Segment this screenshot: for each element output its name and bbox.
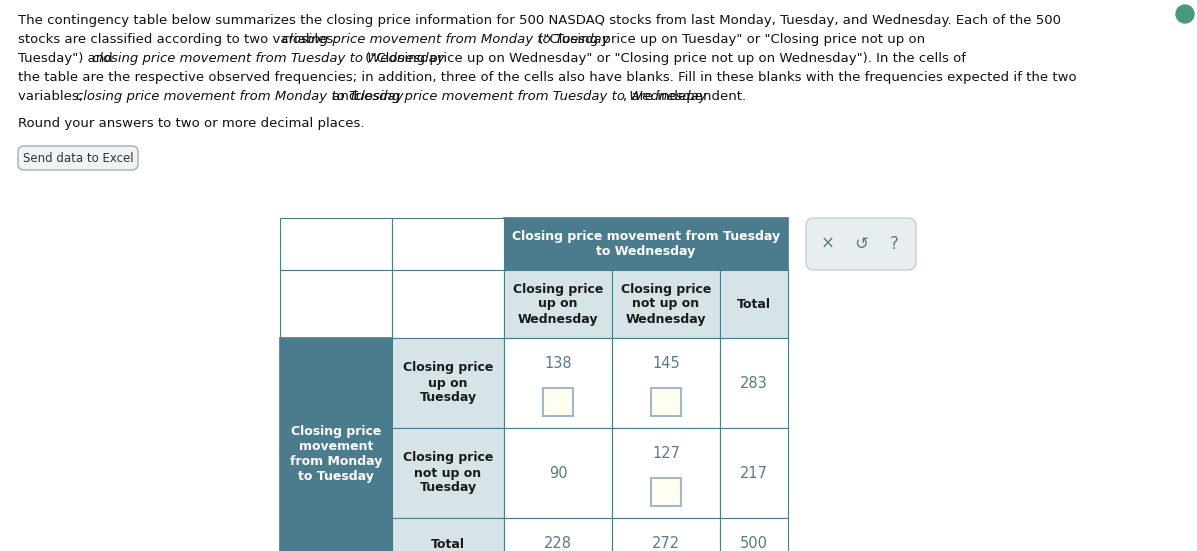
Bar — [504, 270, 612, 338]
Text: Closing price movement from Tuesday
to Wednesday: Closing price movement from Tuesday to W… — [512, 230, 780, 258]
FancyBboxPatch shape — [806, 218, 916, 270]
Circle shape — [1175, 5, 1193, 23]
Bar — [504, 428, 612, 518]
Text: 138: 138 — [545, 356, 572, 371]
Text: Send data to Excel: Send data to Excel — [23, 152, 133, 165]
Bar — [504, 218, 788, 270]
Text: 127: 127 — [652, 446, 680, 461]
Bar — [612, 338, 721, 428]
Text: 283: 283 — [740, 375, 767, 391]
Bar — [280, 218, 391, 270]
Text: stocks are classified according to two variables:: stocks are classified according to two v… — [18, 33, 342, 46]
Text: Closing price
up on
Wednesday: Closing price up on Wednesday — [512, 283, 603, 326]
Bar — [651, 387, 681, 415]
Bar — [543, 387, 573, 415]
Text: Closing price
up on
Tuesday: Closing price up on Tuesday — [403, 361, 493, 404]
Bar — [391, 338, 504, 428]
Text: closing price movement from Monday to Tuesday: closing price movement from Monday to Tu… — [282, 33, 609, 46]
Text: ?: ? — [889, 235, 899, 253]
Text: 90: 90 — [548, 466, 567, 480]
FancyBboxPatch shape — [18, 146, 138, 170]
Bar — [721, 338, 788, 428]
Text: closing price movement from Tuesday to Wednesday: closing price movement from Tuesday to W… — [354, 90, 707, 103]
Text: Total: Total — [431, 537, 464, 550]
Text: the table are the respective observed frequencies; in addition, three of the cel: the table are the respective observed fr… — [18, 71, 1076, 84]
Bar — [651, 478, 681, 505]
Text: ("Closing price up on Wednesday" or "Closing price not up on Wednesday"). In the: ("Closing price up on Wednesday" or "Clo… — [360, 52, 966, 65]
Bar — [280, 518, 391, 551]
Bar — [612, 270, 721, 338]
Text: Total: Total — [737, 298, 771, 311]
Text: Closing price
not up on
Wednesday: Closing price not up on Wednesday — [621, 283, 711, 326]
Text: 145: 145 — [652, 356, 680, 371]
Text: 272: 272 — [652, 537, 680, 551]
Bar — [721, 428, 788, 518]
Text: closing price movement from Monday to Tuesday: closing price movement from Monday to Tu… — [77, 90, 403, 103]
Text: The contingency table below summarizes the closing price information for 500 NAS: The contingency table below summarizes t… — [18, 14, 1061, 27]
Text: closing price movement from Tuesday to Wednesday: closing price movement from Tuesday to W… — [92, 52, 444, 65]
Bar — [391, 518, 504, 551]
Text: ("Closing price up on Tuesday" or "Closing price not up on: ("Closing price up on Tuesday" or "Closi… — [534, 33, 925, 46]
Bar — [280, 338, 391, 551]
Text: and: and — [328, 90, 361, 103]
Bar — [391, 428, 504, 518]
Bar — [280, 270, 391, 338]
Text: ↺: ↺ — [855, 235, 868, 253]
Text: Closing price
not up on
Tuesday: Closing price not up on Tuesday — [403, 451, 493, 494]
Bar — [612, 428, 721, 518]
Text: Tuesday") and: Tuesday") and — [18, 52, 117, 65]
Text: ×: × — [821, 235, 836, 253]
Text: 500: 500 — [740, 537, 768, 551]
Bar — [612, 518, 721, 551]
Bar — [504, 518, 612, 551]
Text: 228: 228 — [543, 537, 572, 551]
Bar — [391, 270, 504, 338]
Bar — [721, 270, 788, 338]
Text: Round your answers to two or more decimal places.: Round your answers to two or more decima… — [18, 117, 365, 130]
Text: Closing price
movement
from Monday
to Tuesday: Closing price movement from Monday to Tu… — [290, 425, 382, 483]
Bar — [504, 338, 612, 428]
Text: 217: 217 — [740, 466, 768, 480]
Bar — [391, 218, 504, 270]
Bar — [721, 518, 788, 551]
Text: variables,: variables, — [18, 90, 87, 103]
Text: , are independent.: , are independent. — [624, 90, 747, 103]
